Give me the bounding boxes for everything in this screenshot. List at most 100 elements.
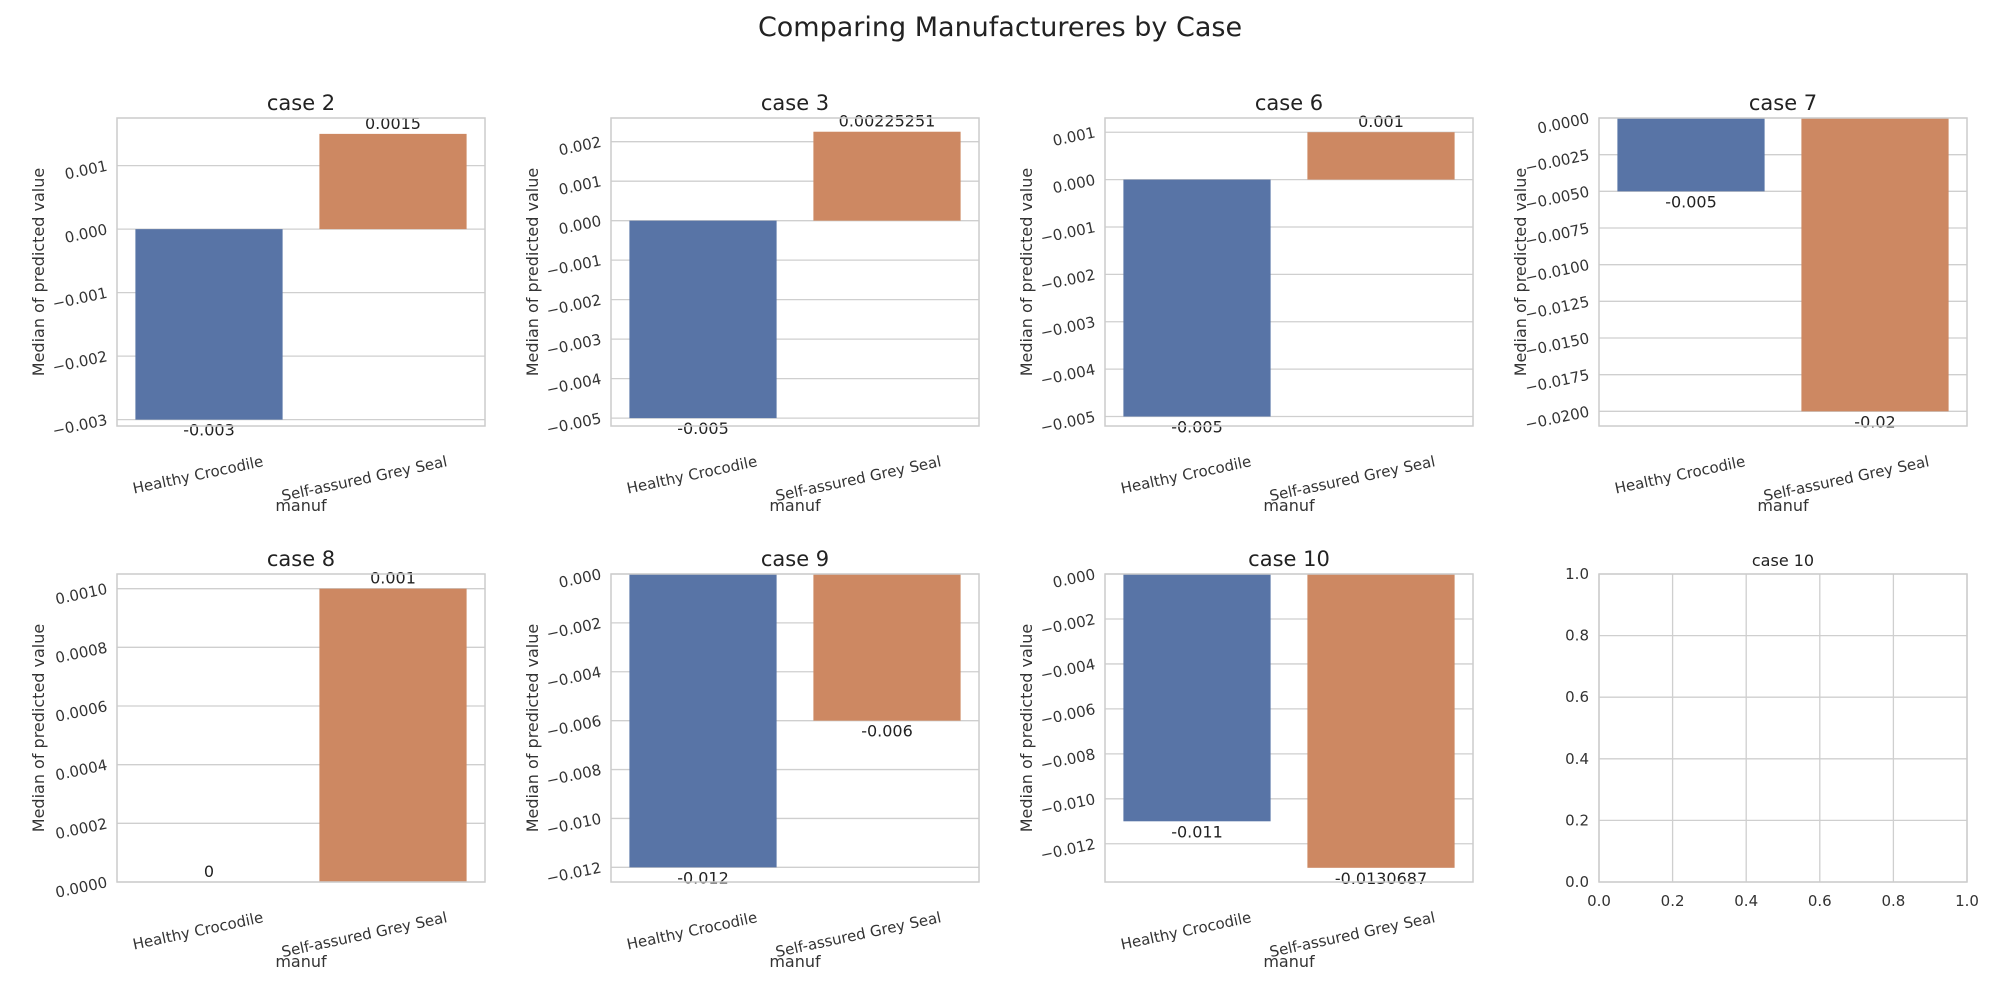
x-tick-label: 0.0	[1587, 892, 1611, 910]
x-tick-label: 0.4	[1734, 892, 1758, 910]
y-tick-label: −0.003	[545, 330, 603, 359]
subplot-title: case 9	[761, 547, 829, 571]
bar-value-label: 0.0015	[365, 114, 421, 133]
y-tick-label: 1.0	[1565, 565, 1589, 583]
subplot-title: case 3	[761, 91, 829, 115]
y-tick-label: −0.008	[545, 761, 603, 790]
y-tick-label: −0.012	[545, 859, 603, 888]
subplot-title: case 6	[1255, 91, 1323, 115]
axes-frame	[1598, 573, 1968, 883]
axes-frame	[1104, 117, 1474, 427]
y-tick-label: 0.000	[557, 212, 603, 239]
y-tick-label: −0.004	[545, 663, 603, 692]
subplot-2: −0.005 −0.004 −0.003 −0.002 −0.001 0.000 0.001…	[523, 91, 980, 515]
bar-value-label: -0.006	[861, 722, 913, 741]
x-axis-label: manuf	[275, 952, 327, 971]
bar-self-assured-grey-seal	[813, 131, 961, 221]
bar-value-label: -0.0130687	[1335, 869, 1427, 888]
y-tick-label: 0.8	[1565, 627, 1589, 645]
y-tick-label: 0.0000	[54, 873, 109, 902]
y-tick-label: −0.004	[545, 370, 603, 399]
y-tick-label: −0.003	[51, 411, 109, 440]
bar-value-label: 0	[204, 862, 214, 881]
x-axis-label: manuf	[769, 496, 821, 515]
x-tick-label: Healthy Crocodile	[625, 452, 759, 497]
bar-value-label: -0.02	[1854, 412, 1895, 431]
figure-title: Comparing Manufactureres by Case	[757, 12, 1243, 43]
y-tick-label: −0.010	[1039, 790, 1097, 819]
y-tick-label: 0.0004	[54, 756, 109, 785]
bar-value-label: 0.00225251	[839, 112, 936, 131]
y-tick-label: 0.000	[1051, 171, 1097, 198]
y-tick-label: −0.010	[545, 810, 603, 839]
y-tick-label: −0.0200	[1523, 403, 1590, 434]
x-tick-label: 0.2	[1661, 892, 1685, 910]
bar-healthy-crocodile	[629, 574, 777, 868]
bar-value-label: -0.003	[183, 421, 235, 440]
bar-healthy-crocodile	[1123, 179, 1271, 417]
bar-value-label: -0.005	[677, 419, 729, 438]
y-tick-label: 0.0002	[54, 815, 109, 844]
x-axis-label: manuf	[1263, 952, 1315, 971]
y-tick-label: 0.000	[63, 220, 109, 247]
x-tick-label: Healthy Crocodile	[1119, 908, 1253, 953]
y-tick-label: 0.4	[1565, 750, 1589, 768]
x-tick-label: Healthy Crocodile	[131, 908, 265, 953]
y-axis-label: Median of predicted value	[523, 168, 542, 376]
y-tick-label: 0.002	[557, 133, 603, 160]
subplot-6: −0.012 −0.010 −0.008 −0.006 −0.004 −0.002 0.00…	[523, 547, 980, 971]
y-tick-label: 0.001	[63, 157, 109, 184]
x-tick-label: Healthy Crocodile	[625, 908, 759, 953]
y-tick-label: −0.0150	[1523, 329, 1590, 360]
y-tick-label: 0.2	[1565, 811, 1589, 829]
x-tick-label: 0.8	[1881, 892, 1905, 910]
y-tick-label: 0.000	[1051, 565, 1097, 592]
bar-healthy-crocodile	[135, 229, 283, 420]
y-tick-label: −0.004	[1039, 360, 1097, 389]
y-tick-label: −0.012	[1039, 835, 1097, 864]
x-tick-label: 1.0	[1955, 892, 1979, 910]
y-tick-label: −0.0125	[1523, 293, 1590, 324]
y-tick-label: −0.002	[545, 291, 603, 320]
y-tick-label: −0.005	[545, 409, 603, 438]
y-tick-label: −0.006	[545, 712, 603, 741]
bar-value-label: -0.005	[1665, 192, 1717, 211]
bar-value-label: -0.005	[1171, 418, 1223, 437]
bar-value-label: 0.001	[1358, 112, 1404, 131]
y-tick-label: −0.002	[1039, 266, 1097, 295]
subplot-title: case 7	[1749, 91, 1817, 115]
y-tick-label: −0.001	[545, 251, 603, 280]
y-axis-label: Median of predicted value	[1511, 168, 1530, 376]
y-tick-label: −0.002	[1039, 610, 1097, 639]
y-tick-label: 0.0000	[1536, 109, 1591, 138]
axes-frame	[610, 117, 980, 427]
bar-self-assured-grey-seal	[1801, 118, 1949, 412]
x-tick-label: 0.6	[1808, 892, 1832, 910]
bar-self-assured-grey-seal	[319, 588, 467, 882]
bar-self-assured-grey-seal	[813, 574, 961, 721]
x-axis-label: manuf	[769, 952, 821, 971]
y-tick-label: −0.0025	[1523, 146, 1590, 177]
y-tick-label: 0.000	[557, 565, 603, 592]
y-tick-label: 0.0010	[54, 580, 109, 609]
y-tick-label: −0.0175	[1523, 366, 1590, 397]
subplot-7: −0.012 −0.010 −0.008 −0.006 −0.004 −0.002 0.00…	[1017, 547, 1474, 971]
y-axis-label: Median of predicted value	[523, 624, 542, 832]
y-tick-label: −0.004	[1039, 655, 1097, 684]
bar-value-label: 0.001	[370, 569, 416, 588]
y-tick-label: −0.001	[1039, 218, 1097, 247]
y-tick-label: −0.0050	[1523, 183, 1590, 214]
subplot-5: 0.0000 0.0002 0.0004 0.0006 0.0008 0.0010 0 Hea…	[29, 547, 486, 971]
y-axis-label: Median of predicted value	[1017, 168, 1036, 376]
y-axis-label: Median of predicted value	[1017, 624, 1036, 832]
x-axis-label: manuf	[1757, 496, 1809, 515]
subplot-title: case 8	[267, 547, 335, 571]
axes-frame	[1104, 573, 1474, 883]
bar-self-assured-grey-seal	[1307, 574, 1455, 868]
y-tick-label: −0.0075	[1523, 219, 1590, 250]
y-tick-label: 0.0006	[54, 697, 109, 726]
y-axis-label: Median of predicted value	[29, 168, 48, 376]
y-tick-label: 0.0	[1565, 873, 1589, 891]
